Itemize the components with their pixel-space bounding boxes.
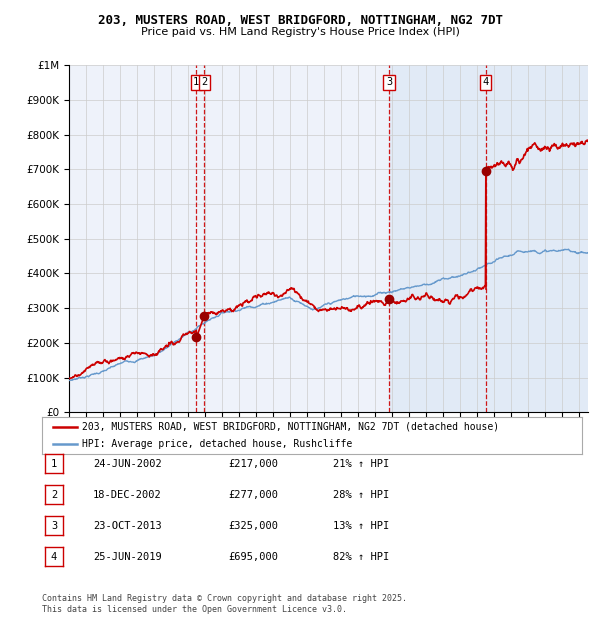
Text: 1: 1: [51, 459, 57, 469]
Text: 25-JUN-2019: 25-JUN-2019: [93, 552, 162, 562]
Text: This data is licensed under the Open Government Licence v3.0.: This data is licensed under the Open Gov…: [42, 604, 347, 614]
Text: 1: 1: [193, 78, 199, 87]
Text: £277,000: £277,000: [228, 490, 278, 500]
Text: 4: 4: [482, 78, 488, 87]
Text: 23-OCT-2013: 23-OCT-2013: [93, 521, 162, 531]
Text: 4: 4: [51, 552, 57, 562]
Text: 2: 2: [51, 490, 57, 500]
Text: £217,000: £217,000: [228, 459, 278, 469]
Text: 18-DEC-2002: 18-DEC-2002: [93, 490, 162, 500]
Text: 21% ↑ HPI: 21% ↑ HPI: [333, 459, 389, 469]
Text: HPI: Average price, detached house, Rushcliffe: HPI: Average price, detached house, Rush…: [83, 439, 353, 449]
Text: 13% ↑ HPI: 13% ↑ HPI: [333, 521, 389, 531]
Text: 28% ↑ HPI: 28% ↑ HPI: [333, 490, 389, 500]
Text: £695,000: £695,000: [228, 552, 278, 562]
Text: 24-JUN-2002: 24-JUN-2002: [93, 459, 162, 469]
Text: 3: 3: [386, 78, 392, 87]
Text: 2: 2: [202, 78, 208, 87]
Text: 203, MUSTERS ROAD, WEST BRIDGFORD, NOTTINGHAM, NG2 7DT (detached house): 203, MUSTERS ROAD, WEST BRIDGFORD, NOTTI…: [83, 422, 500, 432]
Bar: [389, 65, 588, 412]
Text: 3: 3: [51, 521, 57, 531]
Text: 203, MUSTERS ROAD, WEST BRIDGFORD, NOTTINGHAM, NG2 7DT: 203, MUSTERS ROAD, WEST BRIDGFORD, NOTTI…: [97, 14, 503, 27]
Text: Price paid vs. HM Land Registry's House Price Index (HPI): Price paid vs. HM Land Registry's House …: [140, 27, 460, 37]
Text: Contains HM Land Registry data © Crown copyright and database right 2025.: Contains HM Land Registry data © Crown c…: [42, 593, 407, 603]
Text: £325,000: £325,000: [228, 521, 278, 531]
Text: 82% ↑ HPI: 82% ↑ HPI: [333, 552, 389, 562]
